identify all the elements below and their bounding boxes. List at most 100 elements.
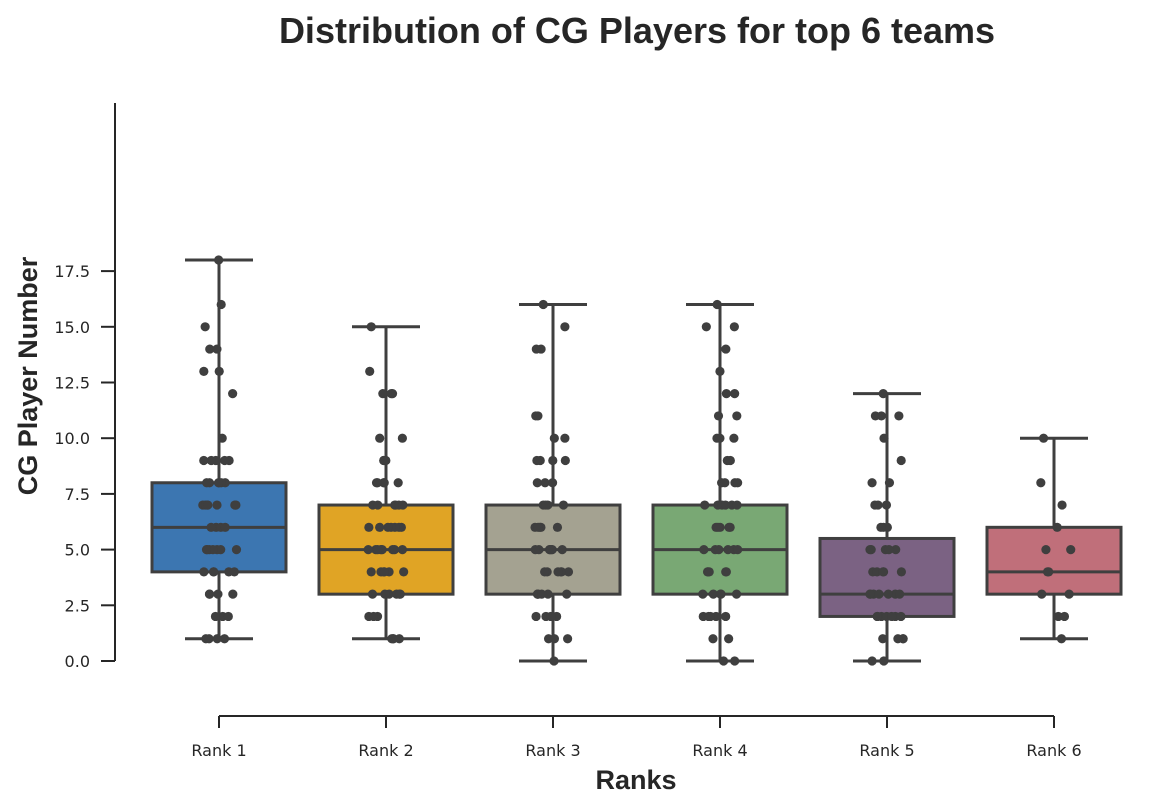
box xyxy=(985,525,1123,596)
data-point xyxy=(872,611,882,622)
data-point xyxy=(371,478,382,488)
data-point xyxy=(546,545,556,555)
data-point xyxy=(229,567,239,577)
data-point xyxy=(721,389,732,399)
y-axis: 0.0 2.5 5.0 7.5 10.0 12.5 15.0 17.5 xyxy=(54,103,116,671)
data-point xyxy=(713,522,723,532)
data-point xyxy=(231,545,242,555)
data-point xyxy=(733,478,743,488)
data-point xyxy=(212,634,222,644)
data-point xyxy=(1052,522,1062,532)
data-point xyxy=(876,411,886,421)
data-point xyxy=(552,522,563,532)
data-point xyxy=(563,567,574,577)
data-point xyxy=(205,344,215,354)
data-point xyxy=(379,567,390,577)
data-point xyxy=(721,344,731,354)
data-point xyxy=(708,589,718,599)
x-axis: Rank 1 Rank 2 Rank 3 Rank 4 Rank 5 Rank 6 xyxy=(191,715,1082,760)
box-group xyxy=(150,255,288,644)
data-point xyxy=(228,589,238,599)
data-point xyxy=(1066,545,1076,555)
data-point xyxy=(368,611,379,622)
plot-area xyxy=(150,255,1123,666)
data-point xyxy=(866,545,876,555)
data-point xyxy=(873,500,883,510)
data-point xyxy=(878,389,888,399)
data-point xyxy=(1042,567,1053,577)
data-point xyxy=(1064,589,1074,599)
data-point xyxy=(366,322,376,332)
data-point xyxy=(705,611,715,622)
data-point xyxy=(549,433,559,443)
data-point xyxy=(212,500,222,510)
data-point xyxy=(549,634,560,644)
data-point xyxy=(389,545,400,555)
data-point xyxy=(199,366,209,376)
data-point xyxy=(214,366,224,376)
data-point xyxy=(720,478,730,488)
data-point xyxy=(893,634,903,644)
data-point xyxy=(720,500,731,510)
data-point xyxy=(199,455,209,466)
data-point xyxy=(379,478,389,488)
data-point xyxy=(200,322,210,332)
data-point xyxy=(725,455,735,466)
data-point xyxy=(882,522,892,532)
y-tick-label: 0.0 xyxy=(65,652,90,671)
data-point xyxy=(206,522,216,532)
data-point xyxy=(375,522,385,532)
data-point xyxy=(1059,611,1070,622)
data-point xyxy=(210,611,221,622)
data-point xyxy=(532,478,542,488)
data-point xyxy=(879,433,889,443)
data-point xyxy=(223,611,233,622)
data-point xyxy=(219,634,230,644)
y-tick-label: 17.5 xyxy=(54,262,90,281)
data-point xyxy=(715,433,725,443)
data-point xyxy=(533,522,543,532)
y-axis-label: CG Player Number xyxy=(13,256,43,495)
data-point xyxy=(883,589,893,599)
data-point xyxy=(560,455,570,466)
data-point xyxy=(876,522,886,532)
data-point xyxy=(1057,500,1067,510)
data-point xyxy=(708,634,718,644)
box-group xyxy=(484,299,622,666)
data-point xyxy=(713,411,724,421)
data-point xyxy=(867,478,877,488)
data-point xyxy=(891,545,901,555)
y-tick-label: 2.5 xyxy=(65,596,90,615)
y-tick-label: 10.0 xyxy=(54,429,90,448)
data-point xyxy=(531,611,541,622)
x-tick-label: Rank 2 xyxy=(358,741,413,760)
data-point xyxy=(715,366,725,376)
data-point xyxy=(538,299,548,310)
data-point xyxy=(881,500,892,510)
data-point xyxy=(383,522,393,532)
y-tick-label: 12.5 xyxy=(54,374,90,393)
data-point xyxy=(364,522,374,532)
data-point xyxy=(896,611,906,622)
data-point xyxy=(887,611,897,622)
data-point xyxy=(698,589,708,599)
data-point xyxy=(394,634,404,644)
data-point xyxy=(733,545,743,555)
data-point xyxy=(732,500,742,510)
data-point xyxy=(553,567,563,577)
data-point xyxy=(537,589,547,599)
data-point xyxy=(399,567,409,577)
data-point xyxy=(395,589,405,599)
data-point xyxy=(217,433,227,443)
data-point xyxy=(701,322,711,332)
data-point xyxy=(560,433,570,443)
data-point xyxy=(562,589,572,599)
data-point xyxy=(213,478,224,488)
box-group xyxy=(317,322,455,644)
data-point xyxy=(700,500,710,510)
data-point xyxy=(213,589,223,599)
data-point xyxy=(878,567,888,577)
data-point xyxy=(1038,433,1049,443)
data-point xyxy=(397,433,407,443)
